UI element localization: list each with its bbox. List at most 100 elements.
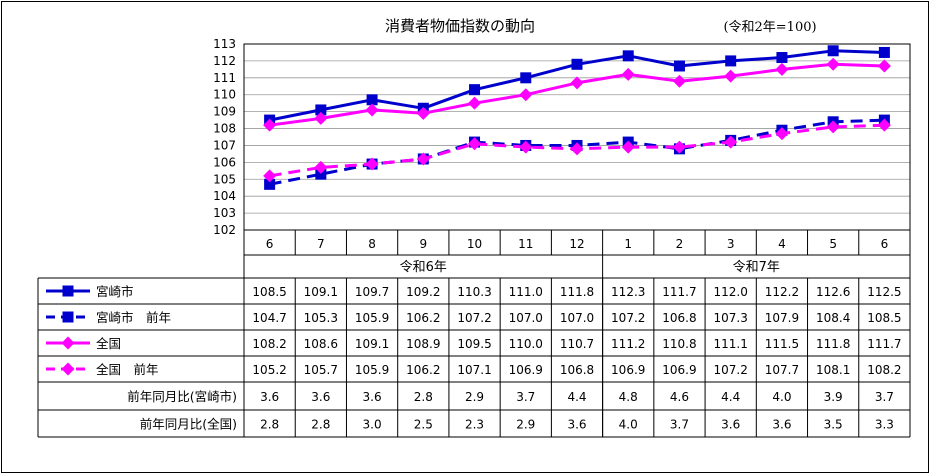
y-tick-label: 103	[213, 206, 236, 220]
data-point	[826, 120, 840, 134]
grid	[243, 43, 911, 231]
data-point	[826, 57, 840, 71]
data-point	[314, 160, 328, 174]
x-tick-label: 12	[569, 237, 584, 251]
x-tick-label: 5	[829, 237, 837, 251]
row-label: 前年同月比(全国)	[140, 417, 237, 432]
x-tick-label: 8	[368, 237, 376, 251]
table-cell: 112.2	[765, 285, 799, 299]
data-point	[827, 45, 839, 57]
series-label: 全国 前年	[96, 362, 159, 377]
data-point	[416, 152, 430, 166]
table-cell: 3.5	[824, 418, 843, 432]
y-tick-label: 109	[213, 105, 236, 119]
table-cell: 4.0	[619, 418, 638, 432]
table-cell: 112.5	[867, 285, 901, 299]
table-cell: 2.3	[465, 418, 484, 432]
data-point	[469, 84, 481, 96]
table-cell: 112.6	[816, 285, 850, 299]
data-point	[366, 94, 378, 106]
plot-border	[243, 43, 911, 231]
data-point	[878, 46, 890, 58]
data-point	[365, 157, 379, 171]
legend-marker	[61, 336, 75, 350]
table-cell: 112.0	[714, 285, 748, 299]
data-point	[775, 62, 789, 76]
table-cell: 110.0	[509, 337, 543, 351]
x-tick-label: 9	[419, 237, 427, 251]
table-cell: 107.2	[611, 311, 645, 325]
data-point	[622, 50, 634, 62]
table-cell: 111.7	[662, 285, 696, 299]
table-cell: 109.1	[355, 337, 389, 351]
table-cell: 3.3	[875, 418, 894, 432]
data-point	[263, 169, 277, 183]
table-cell: 107.2	[714, 363, 748, 377]
table-cell: 3.7	[670, 418, 689, 432]
data-point	[672, 140, 686, 154]
y-axis: 102 103 104 105 106 107 108 109 110 111 112 113	[213, 37, 236, 237]
table-cell: 106.8	[662, 311, 696, 325]
table-cell: 108.2	[867, 363, 901, 377]
x-tick-label: 7	[317, 237, 325, 251]
table-cell: 111.7	[867, 337, 901, 351]
table-cell: 108.6	[304, 337, 338, 351]
table-cell: 109.7	[355, 285, 389, 299]
data-point	[570, 142, 584, 156]
table-cell: 105.3	[304, 311, 338, 325]
table-cell: 105.9	[355, 311, 389, 325]
series-label: 宮崎市 前年	[96, 310, 171, 325]
data-point	[570, 76, 584, 90]
table-cell: 2.9	[516, 418, 535, 432]
table-cell: 108.9	[406, 337, 440, 351]
y-tick-label: 110	[213, 88, 236, 102]
table-cell: 111.5	[765, 337, 799, 351]
data-point	[877, 59, 891, 73]
y-tick-label: 102	[213, 223, 236, 237]
table-cell: 105.2	[252, 363, 286, 377]
data-point	[724, 135, 738, 149]
table-cell: 3.6	[363, 390, 382, 404]
table-cell: 4.8	[619, 390, 638, 404]
data-point	[468, 137, 482, 151]
data-point	[263, 118, 277, 132]
table-cell: 108.2	[252, 337, 286, 351]
table-cell: 107.3	[714, 311, 748, 325]
plot-area	[263, 45, 891, 190]
legend-marker	[62, 311, 74, 323]
data-point	[724, 69, 738, 83]
table-cell: 3.6	[567, 418, 586, 432]
table-cell: 111.1	[714, 337, 748, 351]
series-label: 宮崎市	[96, 284, 134, 299]
data-point	[725, 55, 737, 67]
data-point	[365, 103, 379, 117]
y-tick-label: 111	[213, 71, 236, 85]
table-cell: 3.6	[721, 418, 740, 432]
y-tick-label: 113	[213, 37, 236, 51]
table-cell: 3.6	[772, 418, 791, 432]
data-point	[877, 118, 891, 132]
table-cell: 4.4	[721, 390, 740, 404]
table-cell: 109.1	[304, 285, 338, 299]
table-cell: 112.3	[611, 285, 645, 299]
x-tick-label: 3	[727, 237, 735, 251]
table-cell: 3.6	[311, 390, 330, 404]
y-tick-label: 105	[213, 172, 236, 186]
table-cell: 104.7	[252, 311, 286, 325]
table-cell: 110.7	[560, 337, 594, 351]
table-cell: 107.2	[457, 311, 491, 325]
y-tick-label: 112	[213, 54, 236, 68]
data-point	[775, 127, 789, 141]
table-cell: 3.9	[824, 390, 843, 404]
table-cell: 110.8	[662, 337, 696, 351]
table-cell: 3.6	[260, 390, 279, 404]
y-tick-label: 108	[213, 122, 236, 136]
data-point	[621, 140, 635, 154]
table-cell: 106.9	[662, 363, 696, 377]
series-label: 全国	[96, 336, 121, 351]
table-cell: 108.1	[816, 363, 850, 377]
table-cell: 108.5	[252, 285, 286, 299]
